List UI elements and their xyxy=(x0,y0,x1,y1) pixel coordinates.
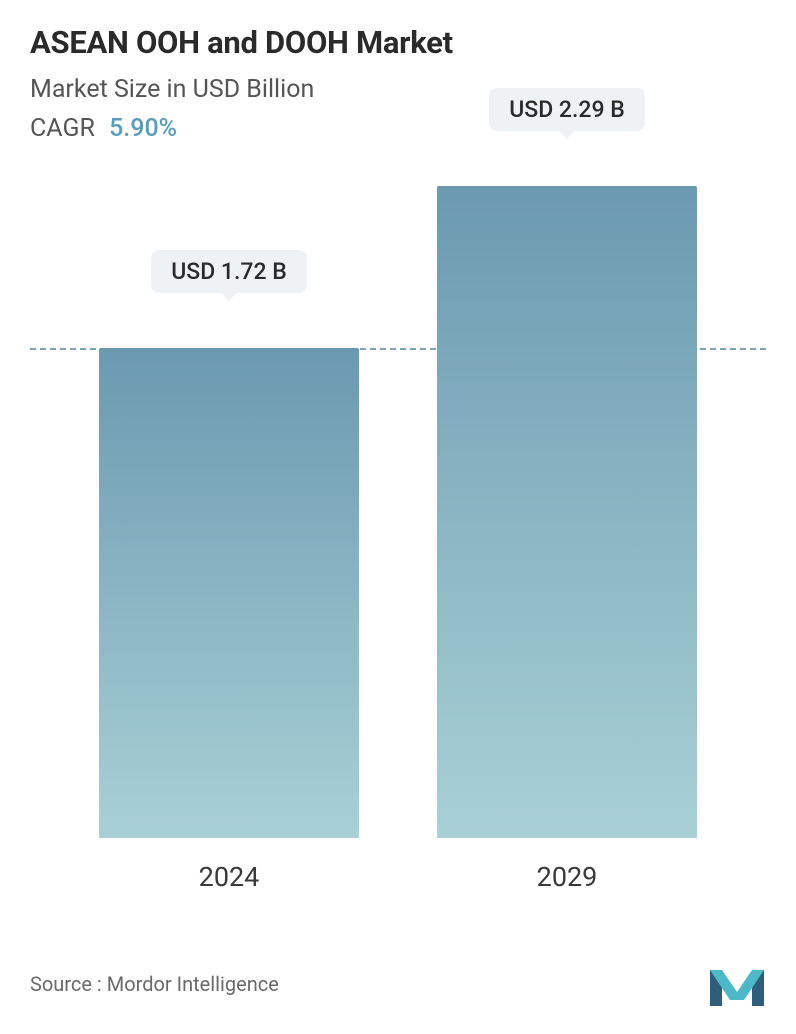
chart-area: USD 1.72 B USD 2.29 B 2024 2029 xyxy=(30,173,766,893)
value-label: USD 2.29 B xyxy=(489,88,645,131)
value-label: USD 1.72 B xyxy=(151,250,307,293)
source-label: Source : xyxy=(30,972,102,996)
chart-subtitle: Market Size in USD Billion xyxy=(30,75,766,104)
bar xyxy=(437,186,697,838)
cagr-label: CAGR xyxy=(30,114,95,143)
bar-group: USD 1.72 B xyxy=(99,348,359,838)
x-axis-label: 2029 xyxy=(437,861,697,893)
cagr-line: CAGR 5.90% xyxy=(30,114,766,143)
x-axis-label: 2024 xyxy=(99,861,359,893)
x-axis-labels: 2024 2029 xyxy=(30,861,766,893)
source-attribution: Source : Mordor Intelligence xyxy=(30,972,279,996)
bars-container: USD 1.72 B USD 2.29 B xyxy=(30,173,766,838)
footer: Source : Mordor Intelligence xyxy=(30,962,766,1006)
cagr-value: 5.90% xyxy=(109,114,177,143)
bar xyxy=(99,348,359,838)
bar-group: USD 2.29 B xyxy=(437,186,697,838)
chart-title: ASEAN OOH and DOOH Market xyxy=(30,24,766,61)
mordor-logo-icon xyxy=(708,962,766,1006)
source-name: Mordor Intelligence xyxy=(107,972,279,996)
